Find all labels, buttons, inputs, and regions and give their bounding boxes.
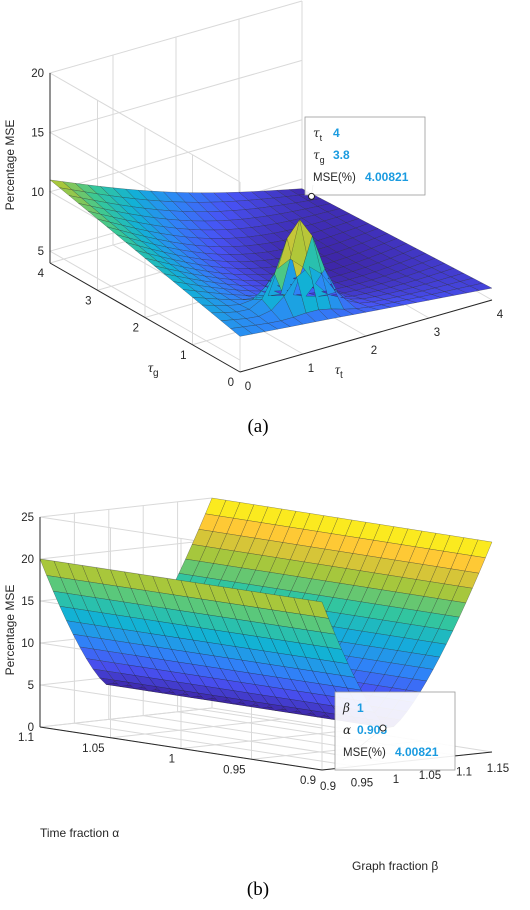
data-tip-value: 4.00821 [365, 170, 409, 184]
data-tip-value: 4 [333, 126, 340, 140]
grid-line [39, 707, 213, 728]
z-tick-label: 15 [31, 127, 44, 139]
z-tick-label: 10 [21, 638, 34, 650]
y-tick-label: 0.95 [223, 764, 245, 776]
y-tick-label: 1 [180, 350, 186, 362]
y-tick-label: 1.05 [82, 743, 104, 755]
y-tick-label: 4 [38, 268, 45, 280]
y-tick-label: 0.9 [300, 775, 316, 787]
z-tick-label: 10 [31, 187, 44, 199]
data-tip-key: MSE(%) [343, 747, 386, 759]
surface-plot-a: 0 1 2 3 4 0 1 2 3 4 5 10 15 20 τt 4 τg 3.8 MSE(%) 4.00821 [31, 0, 504, 393]
data-tip-box [304, 116, 426, 196]
x-tick-label: 0.95 [351, 777, 373, 789]
data-tip-key: α [343, 723, 351, 737]
y-axis-line [49, 262, 241, 373]
x-tick-label: 1.05 [419, 770, 441, 782]
x-tick-label: 1.15 [487, 763, 509, 775]
data-tip-value: 1 [357, 701, 364, 715]
y-tick-label: 1.1 [18, 732, 34, 744]
x-tick-label: 4 [497, 309, 504, 321]
surface-mesh [49, 179, 493, 337]
z-tick-label: 20 [31, 68, 44, 80]
data-tip-key-sub: g [320, 155, 325, 165]
x-tick-label: 0.9 [320, 781, 336, 793]
data-tip-value: 3.8 [333, 148, 350, 162]
data-tip: τt 4 τg 3.8 MSE(%) 4.00821 [304, 116, 426, 200]
data-tip-key: MSE(%) [313, 172, 356, 184]
y-axis-line [39, 726, 323, 771]
x-axis-line [239, 299, 493, 373]
z-tick-label: 15 [21, 596, 34, 608]
y-tick-label: 0 [228, 377, 234, 389]
data-tip-key: β [342, 701, 350, 715]
data-tip-box [334, 691, 456, 771]
z-tick-label: 25 [21, 512, 34, 524]
surface-patch [469, 282, 493, 291]
z-axis-label-a: Percentage MSE [3, 120, 17, 211]
z-tick-label: 5 [38, 246, 44, 258]
grid-line [110, 718, 283, 739]
y-tick-label: 1 [169, 754, 175, 766]
surface-plot-b: 0.9 0.95 1 1.05 1.1 1.150.90.9511.051.1051015… [18, 497, 509, 793]
y-axis-label-a: τg [148, 361, 159, 379]
surface-mesh [39, 497, 493, 729]
z-tick-label: 0 [28, 722, 34, 734]
y-tick-label: 2 [133, 323, 139, 335]
z-axis-label-b: Percentage MSE [3, 585, 17, 676]
x-axis-label-a: τt [335, 363, 343, 381]
x-tick-label: 0 [245, 381, 251, 393]
grid-line [180, 729, 353, 749]
data-tip-key: τg [313, 148, 325, 165]
y-axis-label-b: Time fraction α [40, 826, 119, 840]
caption-a: (a) [247, 416, 268, 437]
x-tick-label: 1 [308, 363, 314, 375]
data-tip: β 1α 0.905 MSE(%) 4.00821 [334, 691, 456, 771]
data-tip-key-sub: t [320, 133, 323, 143]
x-tick-label: 3 [434, 327, 440, 339]
caption-b: (b) [247, 879, 269, 900]
y-tick-label: 3 [85, 295, 91, 307]
data-tip-value: 0.905 [357, 723, 387, 737]
x-tick-label: 1 [393, 774, 399, 786]
z-tick-label: 20 [21, 554, 34, 566]
data-tip-marker [379, 724, 387, 732]
z-tick-label: 5 [28, 680, 34, 692]
x-tick-label: 2 [371, 345, 377, 357]
data-tip-marker [308, 192, 315, 200]
data-tip-key: τt [313, 126, 323, 143]
x-tick-label: 1.1 [456, 767, 472, 779]
data-tip-value: 4.00821 [395, 745, 439, 759]
x-axis-label-b: Graph fraction β [352, 859, 438, 873]
